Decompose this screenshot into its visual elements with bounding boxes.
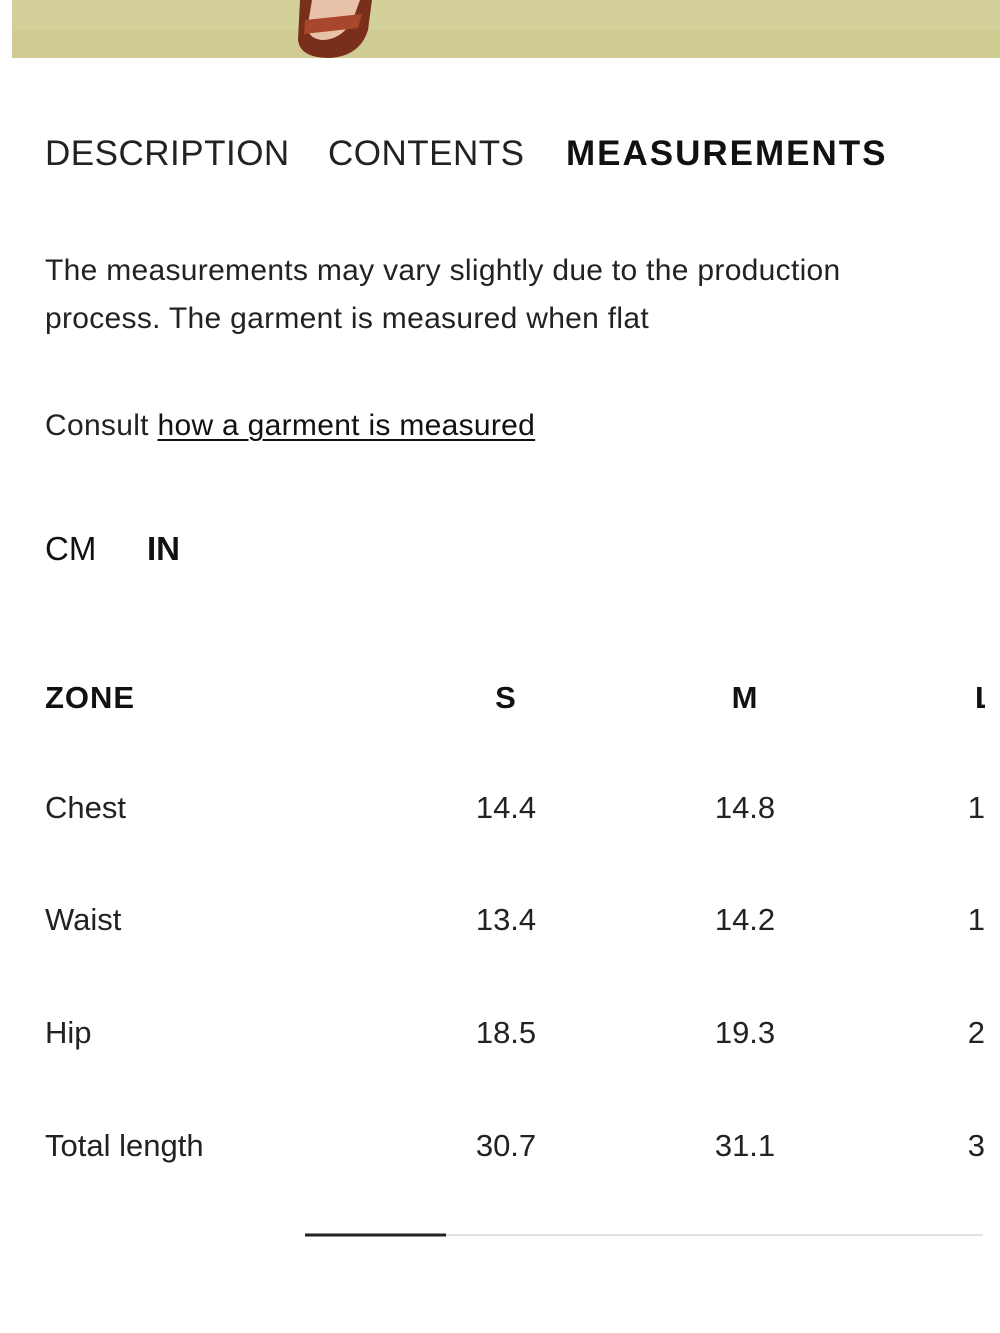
table-value: 14.8 bbox=[714, 790, 776, 825]
table-value: 13.4 bbox=[475, 902, 537, 937]
zone-label: Chest bbox=[45, 790, 126, 825]
unit-option-active[interactable]: IN bbox=[147, 530, 180, 567]
table-value: 14.4 bbox=[475, 790, 537, 825]
table-value: 30.7 bbox=[475, 1128, 537, 1163]
table-header: S bbox=[495, 680, 517, 715]
measurements-table: ZONE S M L Chest 14.4 14.8 15 Waist 13.4 14.2 15 Hip… bbox=[0, 660, 985, 1180]
table-header: ZONE bbox=[45, 680, 136, 715]
table-header: L bbox=[975, 680, 985, 716]
table-value: 14.2 bbox=[714, 902, 776, 937]
tab[interactable]: CONTENTS bbox=[328, 134, 525, 173]
table-value: 15 bbox=[967, 902, 985, 937]
table-value: 19.3 bbox=[714, 1015, 776, 1050]
scroll-indicator bbox=[305, 1233, 983, 1237]
unit-option[interactable]: CM bbox=[45, 530, 97, 567]
zone-label: Waist bbox=[45, 902, 122, 937]
product-image bbox=[12, 0, 1000, 58]
table-value: 20 bbox=[967, 1015, 985, 1050]
table-value: 18.5 bbox=[475, 1015, 537, 1050]
tab-active[interactable]: MEASUREMENTS bbox=[566, 134, 888, 173]
table-value: 31.1 bbox=[714, 1128, 776, 1163]
description-line: The measurements may vary slightly due t… bbox=[45, 254, 841, 287]
table-value: 15 bbox=[967, 790, 985, 825]
consult: Consult how a garment is measured bbox=[45, 402, 535, 450]
zone-label: Total length bbox=[45, 1128, 204, 1163]
consult-text: Consult bbox=[45, 409, 149, 442]
description-line: process. The garment is measured when fl… bbox=[45, 302, 650, 335]
table-value: 31 bbox=[967, 1128, 985, 1163]
table-header: M bbox=[731, 680, 759, 715]
tab[interactable]: DESCRIPTION bbox=[45, 134, 290, 173]
consult-link[interactable]: how a garment is measured bbox=[157, 409, 536, 442]
zone-label: Hip bbox=[45, 1015, 92, 1050]
